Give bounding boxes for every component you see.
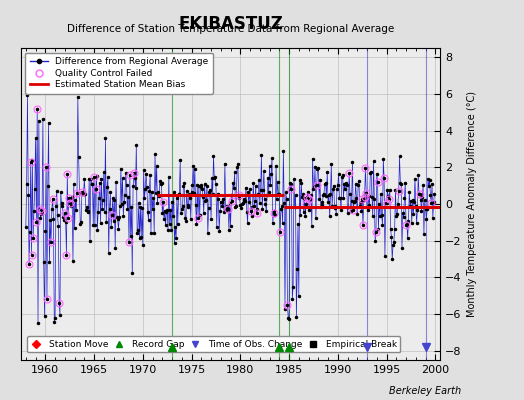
Text: Berkeley Earth: Berkeley Earth: [389, 386, 461, 396]
Y-axis label: Monthly Temperature Anomaly Difference (°C): Monthly Temperature Anomaly Difference (…: [467, 91, 477, 317]
Legend: Station Move, Record Gap, Time of Obs. Change, Empirical Break: Station Move, Record Gap, Time of Obs. C…: [27, 336, 400, 352]
Text: Difference of Station Temperature Data from Regional Average: Difference of Station Temperature Data f…: [67, 24, 394, 34]
Title: EKIBASTUZ: EKIBASTUZ: [178, 14, 283, 32]
